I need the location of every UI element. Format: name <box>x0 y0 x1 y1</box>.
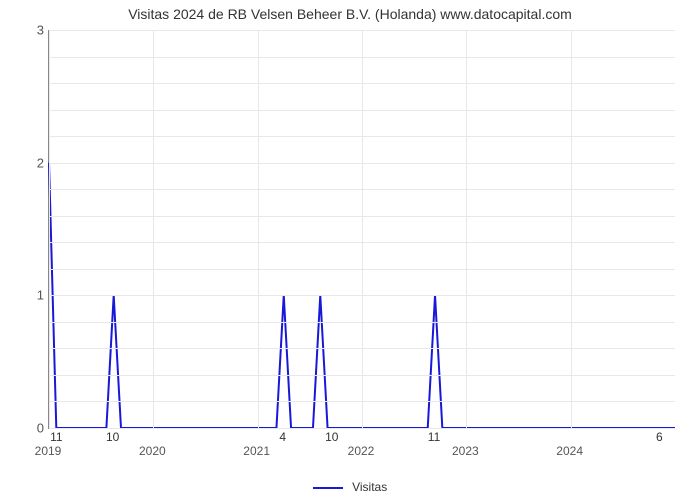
value-label: 6 <box>656 430 663 444</box>
y-tick-label: 3 <box>24 23 44 38</box>
value-label: 11 <box>50 430 62 444</box>
legend-label: Visitas <box>352 480 387 494</box>
gridline-v <box>258 30 259 428</box>
value-label: 4 <box>279 430 286 444</box>
legend: Visitas <box>0 480 700 494</box>
x-tick-label: 2022 <box>348 444 375 458</box>
chart-title: Visitas 2024 de RB Velsen Beheer B.V. (H… <box>0 6 700 22</box>
x-tick-label: 2024 <box>556 444 583 458</box>
gridline-v <box>153 30 154 428</box>
gridline-v <box>49 30 50 428</box>
chart-container: Visitas 2024 de RB Velsen Beheer B.V. (H… <box>0 0 700 500</box>
y-tick-label: 0 <box>24 421 44 436</box>
x-tick-label: 2019 <box>35 444 62 458</box>
value-label: 10 <box>106 430 119 444</box>
x-tick-label: 2020 <box>139 444 166 458</box>
x-tick-label: 2021 <box>243 444 270 458</box>
value-label: 10 <box>325 430 338 444</box>
y-tick-label: 2 <box>24 155 44 170</box>
legend-swatch <box>313 487 343 489</box>
gridline-v <box>466 30 467 428</box>
gridline-v <box>571 30 572 428</box>
gridline-v <box>362 30 363 428</box>
x-tick-label: 2023 <box>452 444 479 458</box>
value-label: 11 <box>428 430 440 444</box>
plot-area <box>48 30 675 429</box>
gridline-h <box>49 428 675 429</box>
y-tick-label: 1 <box>24 288 44 303</box>
